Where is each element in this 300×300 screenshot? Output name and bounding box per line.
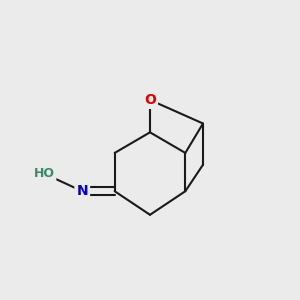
Text: O: O (144, 93, 156, 107)
Text: HO: HO (34, 167, 55, 180)
Text: N: N (76, 184, 88, 198)
